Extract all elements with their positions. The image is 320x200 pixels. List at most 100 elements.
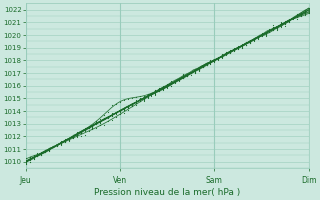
Point bbox=[153, 88, 158, 91]
Point bbox=[23, 157, 28, 160]
Point bbox=[220, 55, 225, 58]
Point bbox=[161, 87, 166, 90]
Point bbox=[251, 38, 256, 41]
Point bbox=[302, 13, 308, 16]
Point bbox=[141, 96, 146, 100]
Point bbox=[180, 73, 186, 77]
Point bbox=[102, 113, 107, 116]
Point bbox=[200, 65, 205, 68]
Point bbox=[62, 140, 68, 143]
Point bbox=[212, 60, 217, 63]
Point bbox=[291, 17, 296, 20]
Point bbox=[145, 96, 150, 99]
Point bbox=[283, 20, 288, 23]
Point bbox=[62, 139, 68, 142]
Point bbox=[220, 53, 225, 56]
Point bbox=[306, 10, 311, 13]
Point bbox=[192, 69, 197, 72]
Point bbox=[121, 107, 126, 111]
Point bbox=[106, 120, 111, 123]
Point bbox=[82, 128, 87, 132]
Point bbox=[279, 21, 284, 25]
Point bbox=[31, 155, 36, 158]
Point bbox=[291, 15, 296, 19]
Point bbox=[74, 131, 79, 134]
Point bbox=[279, 22, 284, 25]
Point bbox=[259, 32, 264, 35]
Point bbox=[212, 60, 217, 63]
Point bbox=[228, 51, 233, 54]
Point bbox=[204, 63, 209, 67]
Point bbox=[94, 127, 99, 130]
Point bbox=[298, 13, 303, 16]
Point bbox=[180, 73, 186, 76]
Point bbox=[259, 33, 264, 36]
Point bbox=[51, 145, 56, 149]
Point bbox=[31, 158, 36, 161]
Point bbox=[259, 33, 264, 36]
Point bbox=[114, 111, 119, 114]
Point bbox=[121, 111, 126, 114]
Point bbox=[94, 122, 99, 126]
Point bbox=[255, 36, 260, 39]
Point bbox=[180, 73, 186, 76]
Point bbox=[263, 33, 268, 36]
Point bbox=[267, 30, 272, 33]
X-axis label: Pression niveau de la mer( hPa ): Pression niveau de la mer( hPa ) bbox=[94, 188, 240, 197]
Point bbox=[109, 114, 115, 117]
Point bbox=[247, 42, 252, 45]
Point bbox=[279, 25, 284, 29]
Point bbox=[137, 97, 142, 100]
Point bbox=[243, 43, 248, 46]
Point bbox=[259, 33, 264, 36]
Point bbox=[145, 96, 150, 99]
Point bbox=[204, 63, 209, 67]
Point bbox=[106, 115, 111, 119]
Point bbox=[102, 123, 107, 127]
Point bbox=[180, 76, 186, 79]
Point bbox=[231, 50, 236, 53]
Point bbox=[62, 140, 68, 143]
Point bbox=[94, 122, 99, 126]
Point bbox=[172, 80, 178, 83]
Point bbox=[267, 29, 272, 32]
Point bbox=[231, 47, 236, 50]
Point bbox=[141, 95, 146, 98]
Point bbox=[62, 137, 68, 140]
Point bbox=[286, 20, 292, 23]
Point bbox=[283, 20, 288, 23]
Point bbox=[70, 135, 76, 138]
Point bbox=[231, 47, 236, 50]
Point bbox=[98, 121, 103, 124]
Point bbox=[302, 10, 308, 13]
Point bbox=[306, 6, 311, 9]
Point bbox=[70, 136, 76, 139]
Point bbox=[169, 82, 174, 85]
Point bbox=[216, 58, 221, 61]
Point bbox=[165, 86, 170, 89]
Point bbox=[259, 34, 264, 37]
Point bbox=[145, 94, 150, 97]
Point bbox=[54, 144, 60, 147]
Point bbox=[224, 52, 229, 55]
Point bbox=[117, 108, 123, 112]
Point bbox=[259, 34, 264, 37]
Point bbox=[286, 20, 292, 23]
Point bbox=[236, 46, 241, 49]
Point bbox=[255, 35, 260, 38]
Point bbox=[59, 139, 64, 142]
Point bbox=[172, 81, 178, 84]
Point bbox=[31, 156, 36, 159]
Point bbox=[59, 142, 64, 145]
Point bbox=[267, 28, 272, 32]
Point bbox=[298, 13, 303, 16]
Point bbox=[302, 12, 308, 16]
Point bbox=[43, 150, 48, 153]
Point bbox=[188, 73, 193, 76]
Point bbox=[43, 150, 48, 153]
Point bbox=[306, 7, 311, 10]
Point bbox=[184, 75, 189, 78]
Point bbox=[70, 136, 76, 139]
Point bbox=[157, 90, 162, 93]
Point bbox=[239, 43, 244, 46]
